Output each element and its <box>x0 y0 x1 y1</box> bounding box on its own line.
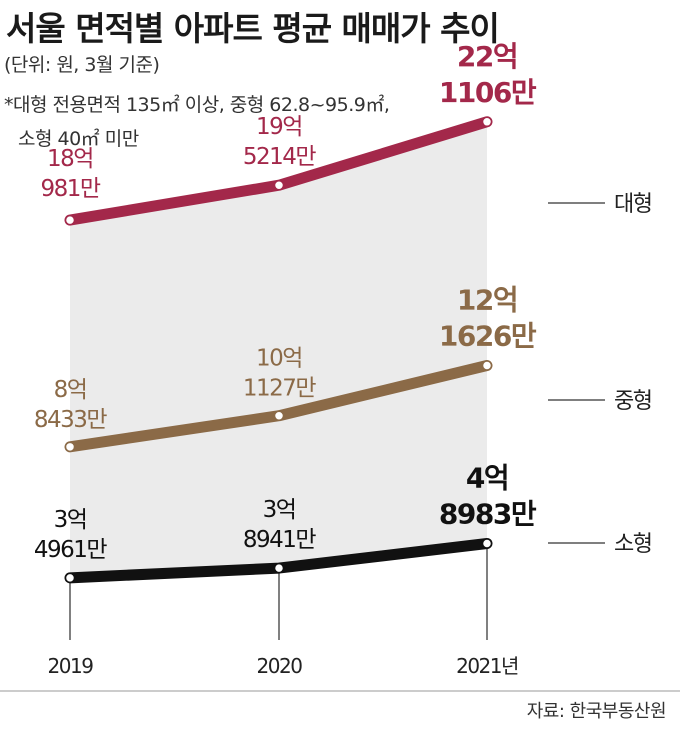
data-point-0-2 <box>481 116 493 128</box>
data-label-1-1-line2: 1127만 <box>243 376 317 402</box>
legend-label-0: 대형 <box>614 192 651 217</box>
data-label-0-2-line1: 22억 <box>457 40 517 73</box>
data-point-0-0 <box>64 214 76 226</box>
data-label-1-0-line2: 8433만 <box>34 407 108 433</box>
data-label-2-0-line2: 4961만 <box>34 537 108 563</box>
chart-note-line1: *대형 전용면적 135㎡ 이상, 중형 62.8~95.9㎡, <box>4 94 390 116</box>
data-label-2-1-line1: 3억 <box>263 497 296 523</box>
data-label-0-1-line2: 5214만 <box>243 144 317 170</box>
data-label-0-1-line1: 19억 <box>256 114 302 140</box>
data-label-2-2-line1: 4억 <box>466 461 508 494</box>
data-label-0-0-line2: 981만 <box>40 176 100 202</box>
data-point-1-0 <box>64 441 76 453</box>
data-label-1-2-line1: 12억 <box>457 284 517 317</box>
x-tick-label-1: 2020 <box>257 654 303 678</box>
chart-title: 서울 면적별 아파트 평균 매매가 추이 <box>6 9 500 48</box>
chart-subtitle: (단위: 원, 3월 기준) <box>4 54 160 76</box>
legend-label-1: 중형 <box>614 389 651 414</box>
data-label-1-1-line1: 10억 <box>256 346 302 372</box>
data-point-2-2 <box>481 538 493 549</box>
data-point-0-1 <box>273 179 285 191</box>
data-label-2-1-line2: 8941만 <box>243 527 317 553</box>
source-text: 자료: 한국부동산원 <box>526 701 667 722</box>
data-label-0-2-line2: 1106만 <box>439 76 537 109</box>
chart-note-line2: 소형 40㎡ 미만 <box>18 128 139 150</box>
shaded-band <box>70 121 487 578</box>
data-label-2-0-line1: 3억 <box>54 507 87 533</box>
data-point-1-2 <box>481 360 493 371</box>
data-point-2-0 <box>64 572 76 584</box>
data-label-1-2-line2: 1626만 <box>439 320 537 353</box>
x-tick-label-2: 2021년 <box>456 654 518 678</box>
data-point-2-1 <box>273 562 285 574</box>
data-point-1-1 <box>273 410 285 421</box>
data-label-0-0-line1: 18억 <box>47 146 93 172</box>
legend-label-2: 소형 <box>614 532 651 557</box>
data-label-2-2-line2: 8983만 <box>439 497 537 530</box>
data-label-1-0-line1: 8억 <box>54 377 87 403</box>
x-tick-label-0: 2019 <box>48 654 94 678</box>
